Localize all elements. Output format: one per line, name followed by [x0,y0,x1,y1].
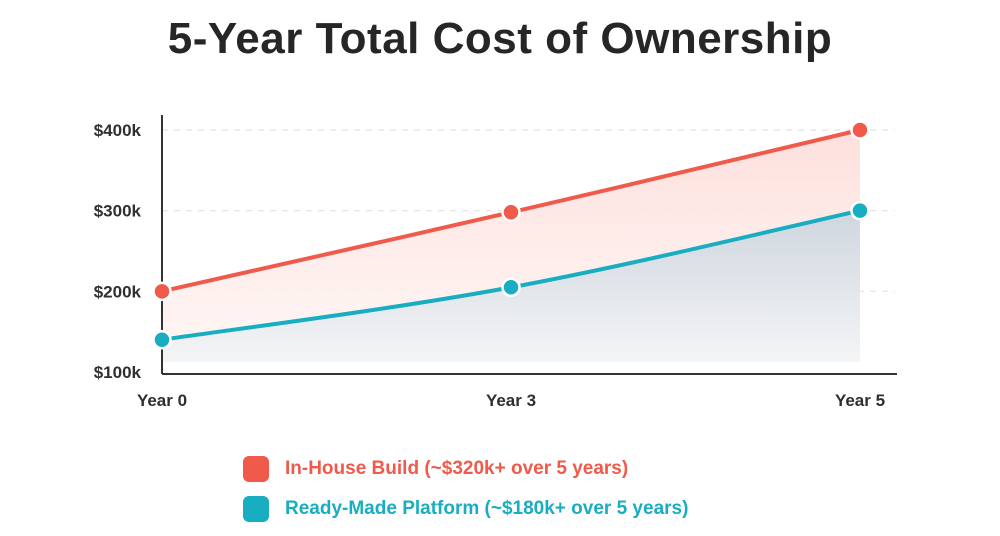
point-in-house [152,281,172,302]
point-ready-made [501,277,521,298]
chart-plot: $100k $200k $300k $400k Year 0 Year 3 Year 5 [94,115,897,410]
y-tick-label: $100k [94,363,142,382]
y-tick-label: $200k [94,282,142,301]
legend-label-ready-made: Ready-Made Platform (~$180k+ over 5 year… [285,498,689,519]
y-tick-label: $400k [94,121,142,140]
area-in-house [162,130,860,340]
point-ready-made [152,329,172,350]
point-ready-made [850,200,870,221]
legend-item-ready-made: Ready-Made Platform (~$180k+ over 5 year… [243,495,688,523]
area-ready-made [162,210,860,362]
x-tick-label: Year 5 [835,391,885,410]
chart-title: 5-Year Total Cost of Ownership [167,14,833,63]
chart-legend: In-House Build (~$320k+ over 5 years) Re… [243,455,688,535]
legend-swatch-ready-made [243,496,269,522]
y-tick-label: $300k [94,202,142,221]
point-in-house [501,202,521,223]
x-tick-label: Year 0 [137,391,187,410]
legend-swatch-in-house [243,456,269,482]
legend-label-in-house: In-House Build (~$320k+ over 5 years) [285,458,629,479]
legend-item-in-house: In-House Build (~$320k+ over 5 years) [243,455,688,483]
point-in-house [850,120,870,140]
x-tick-label: Year 3 [486,391,536,410]
